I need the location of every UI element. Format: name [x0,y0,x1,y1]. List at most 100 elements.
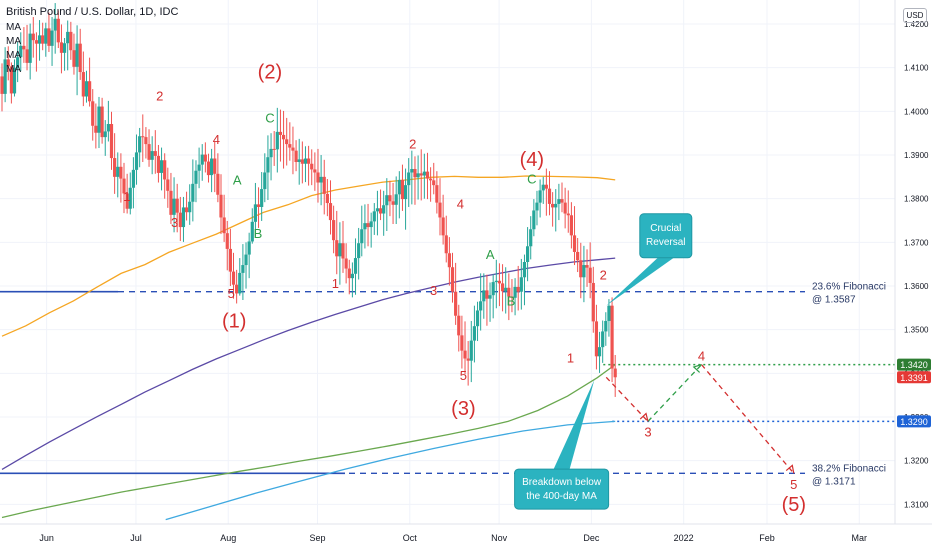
candle-body [228,248,232,272]
candle-body [97,106,101,133]
candle-body [560,199,564,203]
candle-body [385,195,389,206]
wave-label: C [265,110,274,125]
candle-body [81,72,85,97]
time-axis: Jun Jul Aug Sep Oct Nov Dec 2022 Feb Mar [39,533,867,543]
y-tick-label: 1.4200 [904,20,929,29]
x-tick-label: Jul [130,533,142,543]
candle-body [125,193,129,209]
price-tags: 1.3420 1.3391 1.3290 [897,358,931,428]
projection-arrow [639,412,649,422]
ma-legend-3[interactable]: MA [6,50,21,61]
wave-label: (2) [258,62,282,84]
candle-body [141,136,145,138]
candle-body [184,207,189,213]
candle-body [213,158,217,174]
candle-body [403,185,408,200]
candle-body [441,217,445,236]
wave-label: A [233,172,242,187]
wave-label: 1 [123,189,130,204]
candle-body [525,246,530,262]
candle-body [372,211,376,222]
candle-body [150,151,154,160]
candle-body [253,204,258,222]
candle-body [306,158,311,164]
candle-body [103,131,107,138]
candle-body [432,180,436,186]
candle-body [610,305,614,369]
candle-body [172,198,176,215]
candle-body [100,106,104,138]
candle-body [113,158,117,177]
candle-body [466,358,470,361]
candle-body [319,176,323,183]
x-tick-label: Dec [583,533,600,543]
candle-body [247,241,251,255]
candle-body [37,35,42,44]
wave-label: A [486,247,495,262]
candle-body [122,178,126,194]
candle-body [34,40,39,44]
ma-legend-4[interactable]: MA [6,64,21,75]
candle-body [422,171,426,176]
candle-body [576,251,580,261]
candle-body [579,260,583,278]
candle-body [206,161,211,176]
candle-body [569,215,573,236]
candle-body [325,193,329,204]
candle-body [294,150,298,163]
candle-body [350,273,354,279]
candle-body [416,173,420,178]
wave-label: 2 [600,267,607,282]
price-tag [897,371,931,384]
candle-body [494,280,498,283]
candle-body [363,223,367,230]
candle-body [147,144,151,160]
ma-legend-1[interactable]: MA [6,22,21,33]
candle-body [410,168,414,173]
candle-body [535,202,539,211]
ma-legend-2[interactable]: MA [6,36,21,47]
candle-body [159,160,164,173]
candle-body [175,198,179,213]
candle-body [447,253,451,268]
candle-body [601,331,605,348]
candle-body [222,217,226,234]
wave-label: C [527,171,536,186]
candle-body [169,190,173,215]
wave-label: 3 [430,283,437,298]
candle-body [91,101,95,126]
candle-body [366,223,370,228]
price-tag-label: 1.3290 [900,417,928,427]
candle-body [144,137,148,145]
ma-line [165,420,616,521]
candle-body [225,233,229,249]
candle-body [166,179,170,191]
x-tick-label: 2022 [674,533,694,543]
currency-button[interactable]: USD [903,8,927,23]
candle-body [485,290,489,299]
wave-label: 4 [457,197,464,212]
candle-body [504,287,508,292]
candle-body [419,173,423,176]
x-tick-label: Aug [220,533,236,543]
fib-value: @ 1.3171 [812,476,856,487]
candle-body [106,124,110,132]
price-tag-label: 1.3420 [900,360,928,370]
wave-label: (4) [520,149,544,171]
candle-body [272,148,276,150]
candle-body [594,321,599,357]
y-tick-label: 1.3700 [904,238,929,247]
wave-label: (3) [451,398,475,420]
wave-label: 5 [460,368,467,383]
candle-body [604,320,608,332]
candle-body [269,148,273,158]
wave-label: (5) [782,494,806,516]
candle-body [475,310,480,327]
candle-body [238,272,242,294]
candle-body [210,158,214,176]
candle-body [310,163,314,170]
projection-arrow [785,464,795,474]
